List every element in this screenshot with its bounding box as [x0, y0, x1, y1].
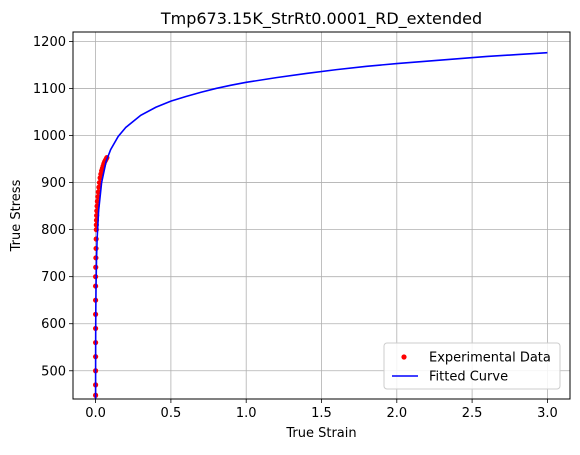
- x-tick-label: 2.5: [462, 406, 483, 421]
- x-tick-label: 3.0: [537, 406, 558, 421]
- chart-title: Tmp673.15K_StrRt0.0001_RD_extended: [160, 9, 482, 29]
- x-tick-label: 1.5: [311, 406, 332, 421]
- series-line-fitted-curve: [94, 51, 548, 399]
- data-point-experimental: [95, 194, 101, 200]
- y-axis-label: True Stress: [9, 179, 24, 252]
- legend-marker-experimental: [401, 354, 407, 360]
- y-tick-label: 1000: [33, 129, 66, 144]
- y-tick-label: 700: [41, 270, 66, 285]
- y-tick-label: 600: [41, 317, 66, 332]
- x-axis: 0.0 0.5 1.0 1.5 2.0 2.5 3.0: [85, 399, 558, 421]
- legend-label-experimental: Experimental Data: [429, 351, 551, 366]
- x-axis-label: True Strain: [285, 426, 356, 441]
- legend: Experimental Data Fitted Curve: [383, 342, 561, 390]
- x-tick-label: 1.0: [236, 406, 257, 421]
- data-point-experimental: [93, 236, 99, 242]
- x-tick-label: 0.0: [85, 406, 106, 421]
- x-tick-label: 2.0: [386, 406, 407, 421]
- y-tick-label: 500: [41, 364, 66, 379]
- y-tick-label: 1100: [33, 82, 66, 97]
- y-tick-label: 800: [41, 223, 66, 238]
- plot-area: [92, 51, 548, 399]
- grid: [73, 32, 570, 399]
- y-tick-label: 900: [41, 176, 66, 191]
- y-axis: 500 600 700 800 900 1000 1100 1200: [33, 35, 73, 379]
- legend-box: [383, 342, 561, 390]
- legend-label-fitted: Fitted Curve: [429, 370, 508, 385]
- x-tick-label: 0.5: [161, 406, 182, 421]
- y-tick-label: 1200: [33, 35, 66, 50]
- data-point-experimental: [95, 189, 101, 195]
